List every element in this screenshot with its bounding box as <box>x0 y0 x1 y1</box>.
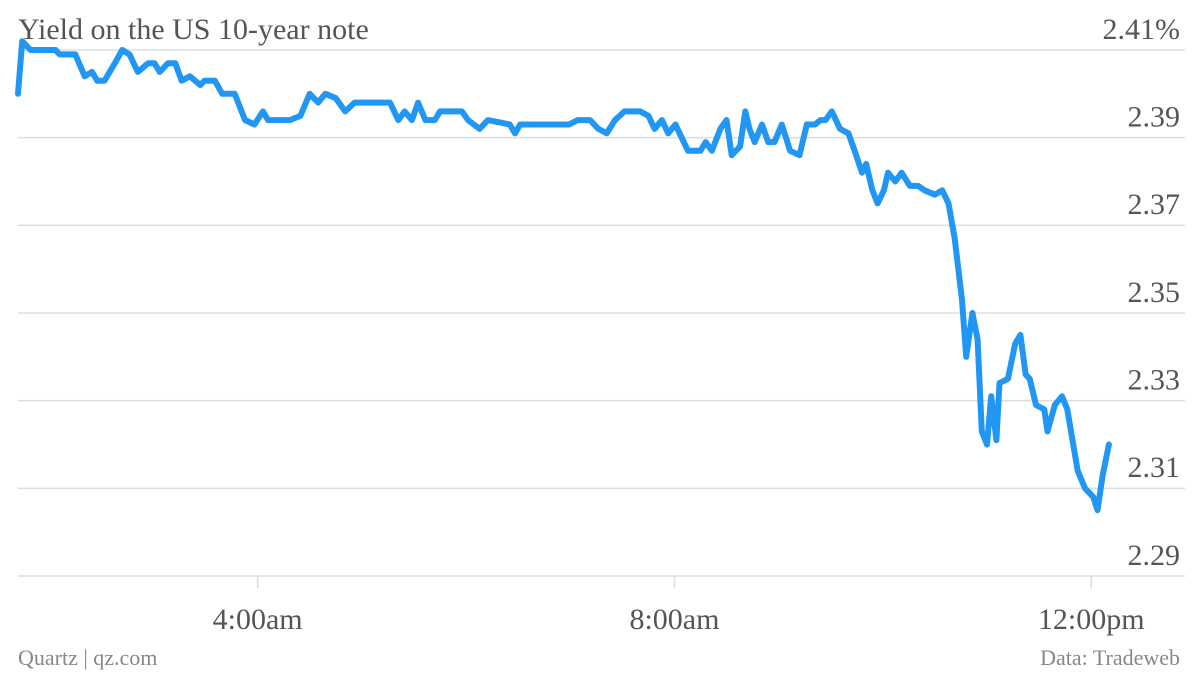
y-tick-label: 2.37 <box>1128 188 1181 221</box>
source: Data: Tradeweb <box>1040 645 1180 670</box>
y-tick-label: 2.35 <box>1128 276 1181 309</box>
x-tick-label: 4:00am <box>213 603 303 636</box>
chart-title: Yield on the US 10-year note <box>18 13 369 46</box>
x-tick-label: 8:00am <box>629 603 719 636</box>
y-tick-label: 2.29 <box>1128 539 1181 572</box>
y-tick-label: 2.41% <box>1103 13 1181 46</box>
x-tick-label: 12:00pm <box>1038 603 1145 636</box>
y-tick-label: 2.31 <box>1128 451 1181 484</box>
credit: Quartz | qz.com <box>18 645 157 670</box>
y-tick-label: 2.33 <box>1128 364 1181 397</box>
y-tick-label: 2.39 <box>1128 101 1181 134</box>
line <box>15 38 1112 514</box>
